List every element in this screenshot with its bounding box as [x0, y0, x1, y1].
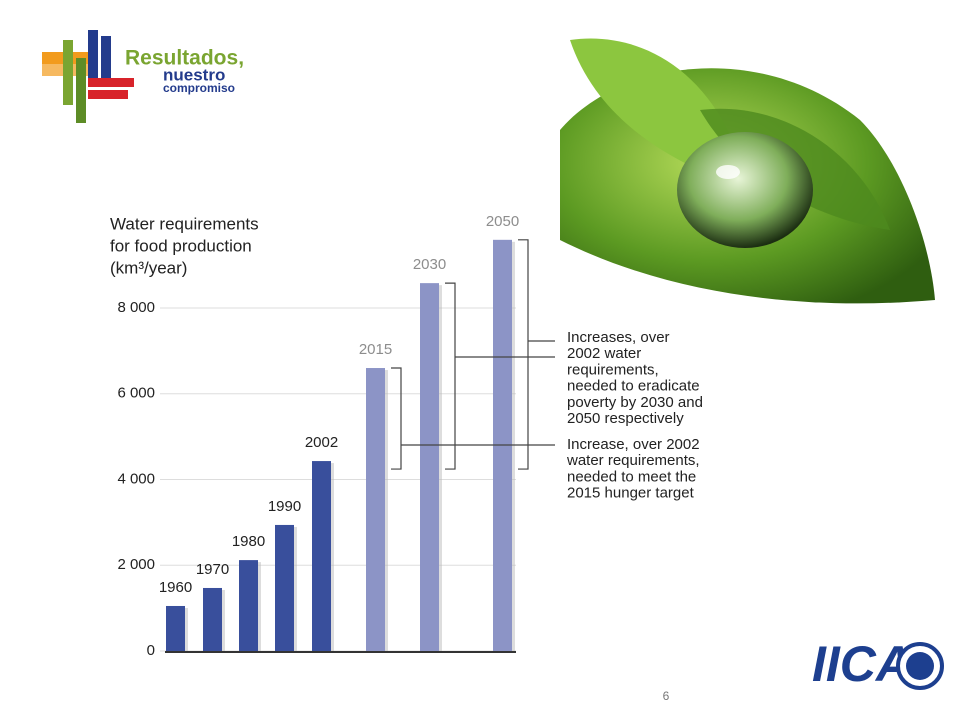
bar	[420, 283, 439, 651]
annotation: Increases, over	[567, 329, 670, 346]
bar	[239, 560, 258, 651]
bar	[203, 587, 222, 651]
annotation: needed to eradicate	[567, 378, 700, 395]
y-tick-label: 4 000	[117, 470, 155, 487]
category-label: 1990	[268, 498, 301, 515]
category-label: 1970	[196, 561, 229, 578]
bracket	[445, 282, 456, 470]
chart-title: (km³/year)	[110, 258, 187, 277]
bracket	[518, 239, 529, 470]
bar	[275, 524, 294, 651]
logo-text: compromiso	[163, 81, 235, 95]
category-label: 1980	[232, 533, 265, 550]
annotation: 2002 water	[567, 345, 641, 362]
y-tick-label: 6 000	[117, 385, 155, 402]
page-number: 6	[663, 689, 670, 703]
bar	[166, 605, 185, 651]
annotation: 2015 hunger target	[567, 485, 695, 502]
y-tick-label: 8 000	[117, 299, 155, 316]
y-tick-label: 2 000	[117, 556, 155, 573]
iica-text: IICA	[812, 636, 912, 692]
annotation: 2050 respectively	[567, 410, 684, 427]
category-label: 2050	[486, 213, 519, 230]
chart-title: for food production	[110, 236, 252, 255]
category-label: 2002	[305, 434, 338, 451]
bar	[366, 368, 385, 651]
chart-title: Water requirements	[110, 214, 259, 233]
logo: Resultados, nuestro compromiso	[42, 30, 244, 123]
logo-text: nuestro	[163, 65, 225, 84]
annotation: Increase, over 2002	[567, 436, 700, 453]
category-label: 2015	[359, 341, 392, 358]
annotation: poverty by 2030 and	[567, 394, 703, 411]
leaf-image	[560, 38, 935, 304]
bracket	[391, 367, 402, 470]
annotation: needed to meet the	[567, 468, 696, 485]
annotation: requirements,	[567, 361, 659, 378]
category-label: 2030	[413, 256, 446, 273]
logo-text: Resultados,	[125, 47, 244, 70]
annotation: water requirements,	[566, 452, 700, 469]
y-tick-label: 0	[147, 642, 155, 659]
bar	[312, 461, 331, 651]
category-label: 1960	[159, 579, 192, 596]
iica-logo: IICA	[812, 636, 944, 692]
